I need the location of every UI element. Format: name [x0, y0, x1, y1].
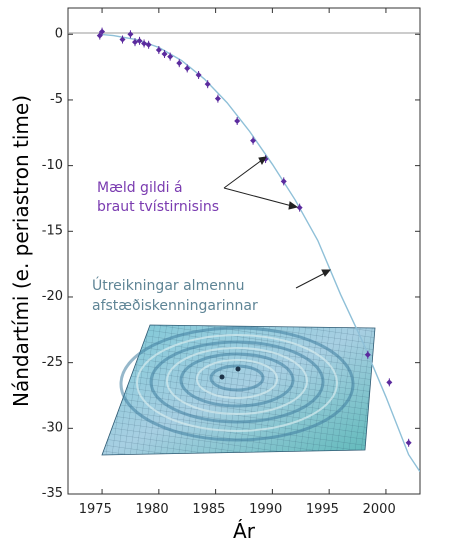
data-point	[214, 94, 221, 103]
measured-points-layer	[96, 27, 412, 447]
x-tick-label: 1995	[306, 502, 339, 517]
data-point	[131, 38, 138, 47]
data-point	[96, 31, 103, 40]
x-tick-labels: 1975 1980 1985 1990 1995 2000	[79, 502, 396, 517]
measured-annotation: Mæld gildi á braut tvístirnisins	[97, 180, 219, 215]
x-tick-label: 2000	[363, 502, 396, 517]
data-point	[99, 27, 106, 36]
data-point	[250, 136, 257, 145]
data-point	[386, 378, 393, 387]
prediction-label-line-2: afstæðiskenningarinnar	[92, 298, 258, 314]
y-axis-title: Nándartími (e. periastron time)	[9, 95, 33, 407]
spacetime-mesh-illustration	[101, 324, 376, 456]
data-point	[176, 59, 183, 68]
axis-ticks	[68, 8, 420, 495]
data-point	[280, 177, 287, 186]
data-point	[167, 52, 174, 61]
x-tick-label: 1985	[192, 502, 225, 517]
x-axis-title: Ár	[233, 519, 256, 543]
data-point	[195, 70, 202, 79]
data-point	[127, 30, 134, 39]
prediction-label-line-1: Útreikningar almennu	[92, 276, 244, 294]
data-point	[234, 116, 241, 125]
x-tick-label: 1990	[249, 502, 282, 517]
y-tick-label: -35	[42, 486, 63, 501]
data-point	[136, 36, 143, 45]
measured-label-line-2: braut tvístirnisins	[97, 199, 219, 215]
y-tick-label: -25	[42, 355, 63, 370]
data-point	[296, 203, 303, 212]
y-tick-label: -30	[42, 421, 63, 436]
measured-label-line-1: Mæld gildi á	[97, 180, 183, 196]
annotation-arrows	[223, 156, 332, 289]
y-tick-labels: 0 -5 -10 -15 -20 -25 -30 -35	[42, 27, 63, 502]
data-point	[141, 39, 148, 48]
data-point	[405, 438, 412, 447]
y-tick-label: -10	[42, 158, 63, 173]
data-point	[145, 40, 152, 49]
data-point	[119, 35, 126, 44]
prediction-annotation: Útreikningar almennu afstæðiskenningarin…	[92, 276, 258, 314]
data-point	[204, 80, 211, 89]
x-tick-label: 1975	[79, 502, 112, 517]
data-point	[364, 350, 371, 359]
y-tick-label: -15	[42, 224, 63, 239]
data-point	[155, 46, 162, 55]
y-tick-label: -20	[42, 289, 63, 304]
y-tick-label: 0	[55, 27, 63, 42]
y-tick-label: -5	[50, 92, 63, 107]
data-point	[161, 49, 168, 58]
data-point	[184, 64, 191, 73]
x-tick-label: 1980	[136, 502, 169, 517]
